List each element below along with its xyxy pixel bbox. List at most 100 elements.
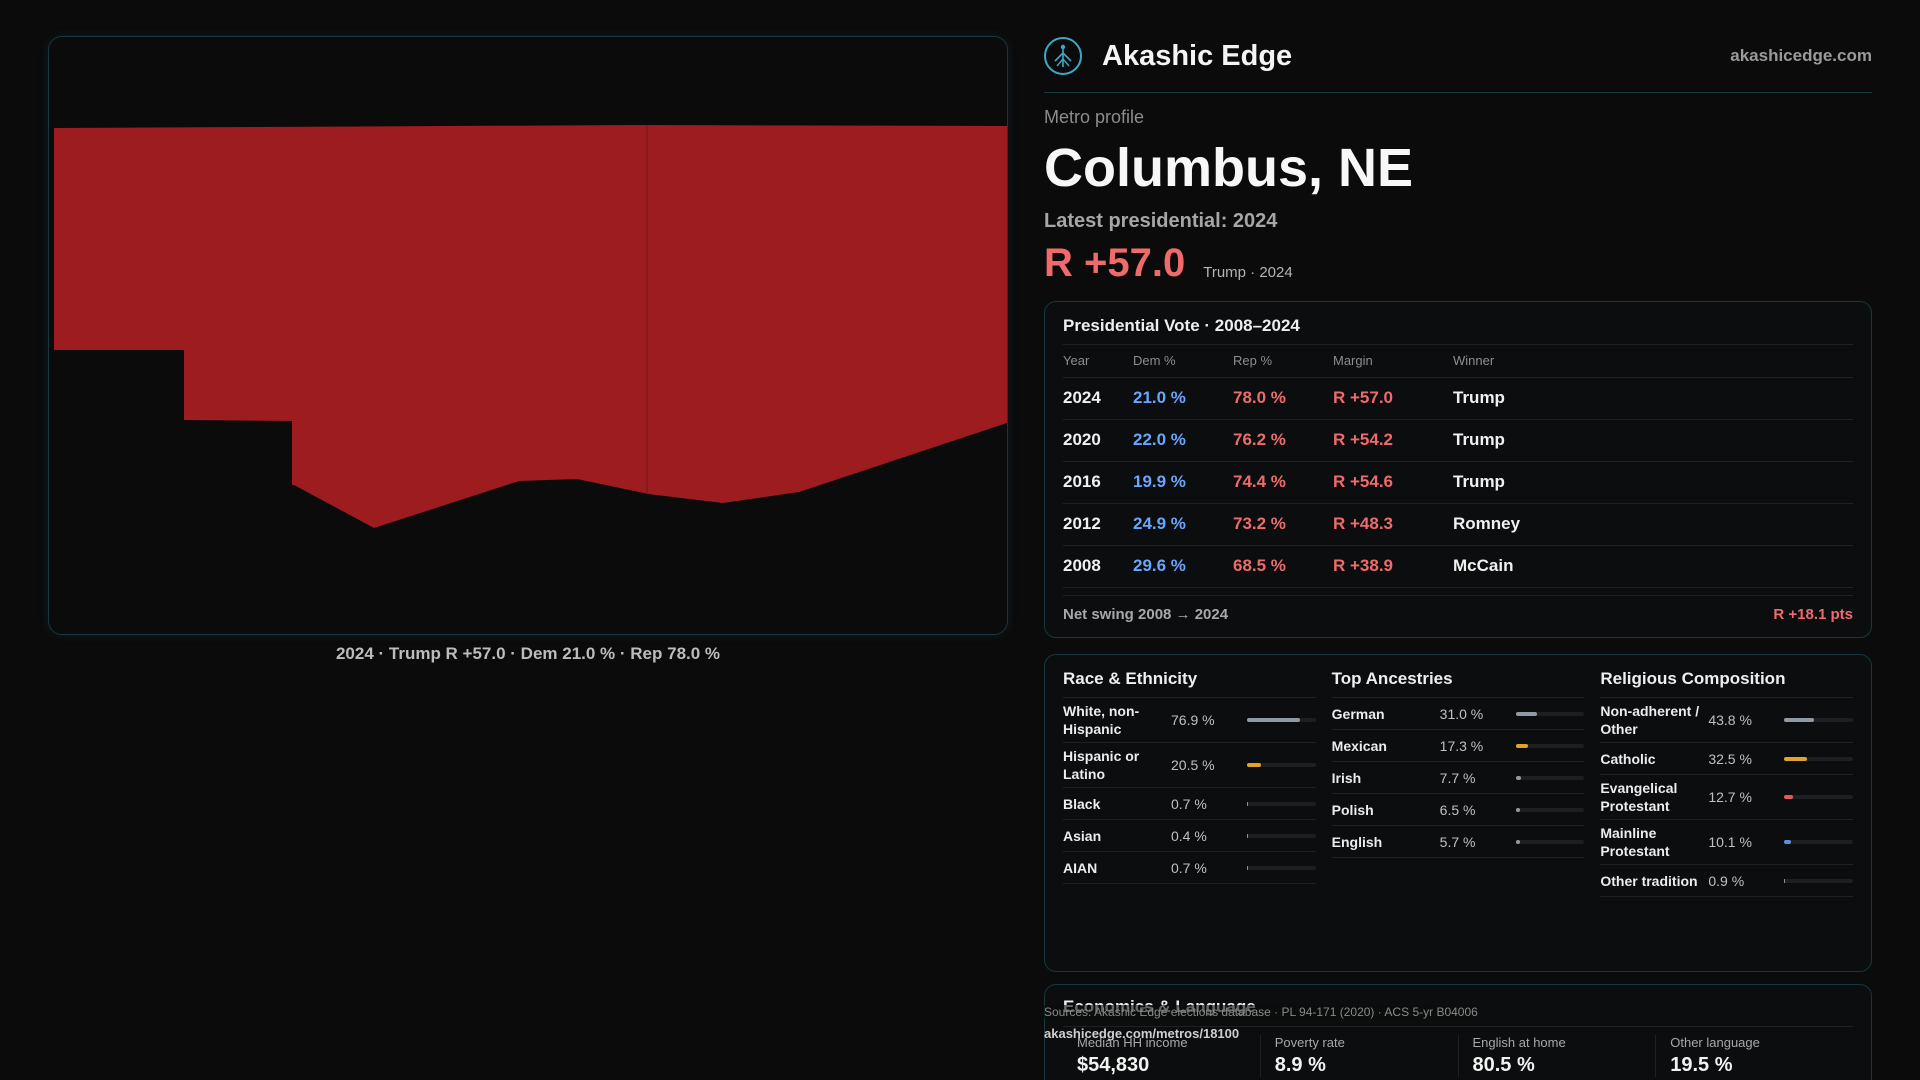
race-value: 0.7 % bbox=[1171, 795, 1207, 812]
religion-value: 10.1 % bbox=[1708, 834, 1752, 850]
county-map[interactable] bbox=[49, 37, 1008, 635]
margin-row: R +57.0 Trump · 2024 bbox=[1044, 241, 1872, 285]
ancestry-bar bbox=[1515, 807, 1585, 812]
race-name: Hispanic or Latino bbox=[1063, 748, 1140, 782]
table-row: 2008 29.6 % 68.5 % R +38.9 McCain bbox=[1063, 545, 1853, 588]
cell-rep: 74.4 % bbox=[1233, 461, 1333, 504]
latest-margin-sub: Trump · 2024 bbox=[1203, 264, 1293, 281]
race-column: Race & Ethnicity White, non-Hispanic 76.… bbox=[1063, 655, 1316, 971]
vote-card: Presidential Vote · 2008–2024 Year Dem %… bbox=[1044, 301, 1872, 638]
header-divider bbox=[1044, 92, 1872, 93]
list-item: Irish 7.7 % bbox=[1331, 762, 1585, 794]
list-item: Mexican 17.3 % bbox=[1331, 730, 1585, 762]
religion-bar bbox=[1784, 795, 1854, 799]
race-bar bbox=[1247, 833, 1316, 838]
net-swing-label: Net swing 2008 → 2024 bbox=[1063, 606, 1229, 623]
latest-margin: R +57.0 bbox=[1044, 241, 1186, 285]
brand-name: Akashic Edge bbox=[1102, 39, 1293, 72]
econ-label: Other language bbox=[1670, 1035, 1760, 1050]
religion-name: Evangelical Protestant bbox=[1600, 780, 1678, 814]
religion-title: Religious Composition bbox=[1600, 655, 1854, 698]
list-item: Catholic 32.5 % bbox=[1600, 743, 1854, 775]
ancestry-title: Top Ancestries bbox=[1331, 655, 1585, 698]
religion-bar bbox=[1784, 756, 1854, 761]
ancestry-name: English bbox=[1331, 833, 1383, 850]
cell-winner: Romney bbox=[1453, 503, 1853, 546]
col-dem: Dem % bbox=[1133, 345, 1233, 378]
page-url[interactable]: akashicedge.com/metros/18100 bbox=[1044, 1026, 1240, 1041]
ancestry-bar bbox=[1515, 743, 1585, 748]
cell-dem: 21.0 % bbox=[1133, 377, 1233, 420]
cell-winner: Trump bbox=[1453, 419, 1853, 462]
ancestry-name: Polish bbox=[1331, 801, 1374, 818]
tree-icon bbox=[1044, 37, 1082, 75]
cell-dem: 24.9 % bbox=[1133, 503, 1233, 546]
cell-margin: R +48.3 bbox=[1333, 503, 1453, 546]
cell-rep: 76.2 % bbox=[1233, 419, 1333, 462]
ancestry-value: 6.5 % bbox=[1439, 801, 1476, 818]
ancestry-bar bbox=[1515, 839, 1585, 844]
vote-title: Presidential Vote · 2008–2024 bbox=[1063, 302, 1853, 345]
map-panel[interactable] bbox=[48, 36, 1008, 635]
religion-name: Other tradition bbox=[1600, 872, 1698, 889]
table-row: 2020 22.0 % 76.2 % R +54.2 Trump bbox=[1063, 419, 1853, 462]
county-shape-west[interactable] bbox=[54, 125, 644, 528]
list-item: Polish 6.5 % bbox=[1331, 794, 1585, 826]
cell-winner: Trump bbox=[1453, 461, 1853, 504]
cell-dem: 19.9 % bbox=[1133, 461, 1233, 504]
net-swing-row: Net swing 2008 → 2024 R +18.1 pts bbox=[1063, 595, 1853, 623]
religion-value: 12.7 % bbox=[1708, 789, 1752, 805]
econ-label: English at home bbox=[1472, 1035, 1566, 1050]
list-item: Other tradition 0.9 % bbox=[1600, 865, 1854, 897]
cell-dem: 29.6 % bbox=[1133, 545, 1233, 588]
race-bar bbox=[1247, 718, 1316, 722]
cell-winner: Trump bbox=[1453, 377, 1853, 420]
religion-bar bbox=[1784, 878, 1854, 883]
race-name: AIAN bbox=[1063, 859, 1098, 876]
cell-year: 2024 bbox=[1063, 377, 1133, 420]
cell-rep: 78.0 % bbox=[1233, 377, 1333, 420]
religion-bar bbox=[1784, 718, 1854, 722]
race-bar bbox=[1247, 801, 1316, 806]
list-item: Asian 0.4 % bbox=[1063, 820, 1316, 852]
econ-cell: Poverty rate 8.9 % bbox=[1259, 1035, 1458, 1077]
ancestry-column: Top Ancestries German 31.0 % Mexican 17.… bbox=[1331, 655, 1585, 971]
ancestry-value: 17.3 % bbox=[1439, 737, 1484, 754]
religion-bar bbox=[1784, 840, 1854, 844]
cell-margin: R +38.9 bbox=[1333, 545, 1453, 588]
list-item: Black 0.7 % bbox=[1063, 788, 1316, 820]
latest-label: Latest presidential: 2024 bbox=[1044, 210, 1278, 232]
site-link[interactable]: akashicedge.com bbox=[1730, 46, 1872, 65]
econ-label: Median HH income bbox=[1077, 1035, 1188, 1050]
econ-value: 8.9 % bbox=[1274, 1054, 1326, 1076]
race-name: Asian bbox=[1063, 827, 1102, 844]
race-title: Race & Ethnicity bbox=[1063, 655, 1316, 698]
table-row: 2012 24.9 % 73.2 % R +48.3 Romney bbox=[1063, 503, 1853, 546]
cell-dem: 22.0 % bbox=[1133, 419, 1233, 462]
ancestry-name: German bbox=[1331, 705, 1385, 722]
ancestry-name: Irish bbox=[1331, 769, 1362, 786]
county-shape-east[interactable] bbox=[644, 125, 1007, 503]
ancestry-value: 7.7 % bbox=[1439, 769, 1476, 786]
list-item: German 31.0 % bbox=[1331, 698, 1585, 730]
page-title: Columbus, NE bbox=[1044, 138, 1414, 198]
sources-note: Sources: Akashic Edge elections database… bbox=[1044, 1005, 1478, 1019]
econ-value: 80.5 % bbox=[1472, 1054, 1535, 1076]
religion-value: 32.5 % bbox=[1708, 750, 1752, 767]
vote-header-row: Year Dem % Rep % Margin Winner bbox=[1063, 345, 1853, 378]
list-item: AIAN 0.7 % bbox=[1063, 852, 1316, 884]
race-bar bbox=[1247, 763, 1316, 767]
religion-name: Mainline Protestant bbox=[1600, 825, 1670, 859]
cell-margin: R +54.2 bbox=[1333, 419, 1453, 462]
econ-cell: English at home 80.5 % bbox=[1457, 1035, 1656, 1077]
col-rep: Rep % bbox=[1233, 345, 1333, 378]
list-item: Hispanic or Latino 20.5 % bbox=[1063, 743, 1316, 788]
race-value: 20.5 % bbox=[1171, 757, 1215, 773]
econ-value: 19.5 % bbox=[1670, 1054, 1733, 1076]
econ-value: $54,830 bbox=[1077, 1054, 1150, 1076]
col-margin: Margin bbox=[1333, 345, 1453, 378]
profile-column: Akashic Edge akashicedge.com Metro profi… bbox=[1044, 36, 1872, 972]
table-row: 2024 21.0 % 78.0 % R +57.0 Trump bbox=[1063, 377, 1853, 420]
cell-year: 2016 bbox=[1063, 461, 1133, 504]
cell-year: 2008 bbox=[1063, 545, 1133, 588]
